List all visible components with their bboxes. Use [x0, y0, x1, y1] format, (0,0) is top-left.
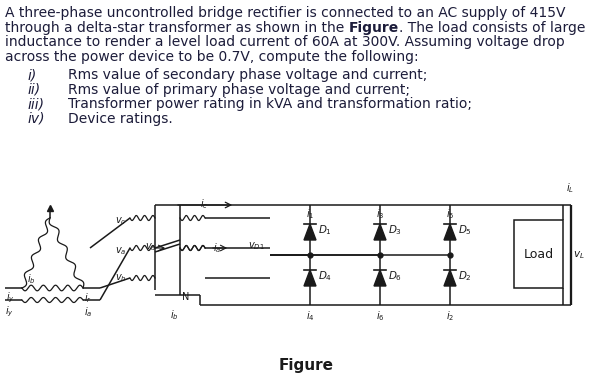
Text: through a delta-star transformer as shown in the: through a delta-star transformer as show…: [5, 21, 349, 34]
Text: $i_b$: $i_b$: [170, 308, 178, 322]
Text: across the power device to be 0.7V, compute the following:: across the power device to be 0.7V, comp…: [5, 49, 419, 64]
Text: $i_L$: $i_L$: [566, 181, 574, 195]
Text: i): i): [28, 68, 37, 82]
Text: $i_3$: $i_3$: [376, 207, 384, 221]
Text: $i_2$: $i_2$: [446, 309, 454, 323]
Text: $v_b$: $v_b$: [115, 272, 127, 284]
Text: Figure: Figure: [349, 21, 399, 34]
Text: $i_a$: $i_a$: [213, 241, 221, 255]
Text: $v_c$: $v_c$: [115, 215, 126, 227]
Text: $D_4$: $D_4$: [318, 269, 332, 283]
Polygon shape: [304, 224, 316, 240]
Polygon shape: [374, 224, 386, 240]
Text: $i_y$: $i_y$: [5, 305, 13, 319]
Text: Rms value of secondary phase voltage and current;: Rms value of secondary phase voltage and…: [68, 68, 427, 82]
Text: $D_6$: $D_6$: [388, 269, 402, 283]
Polygon shape: [444, 270, 456, 286]
Text: Rms value of primary phase voltage and current;: Rms value of primary phase voltage and c…: [68, 83, 410, 96]
Text: $v_{D1}$: $v_{D1}$: [248, 240, 265, 252]
Text: $v_a$: $v_a$: [145, 241, 156, 253]
Text: $D_1$: $D_1$: [318, 223, 332, 237]
Text: $i_y$: $i_y$: [6, 291, 15, 306]
Text: . The load consists of large: . The load consists of large: [399, 21, 585, 34]
Text: iv): iv): [28, 111, 45, 126]
Polygon shape: [444, 224, 456, 240]
Text: iii): iii): [28, 97, 45, 111]
Text: $i_1$: $i_1$: [306, 207, 314, 221]
Text: $i_4$: $i_4$: [306, 309, 314, 323]
Text: Load: Load: [524, 248, 554, 261]
Text: N: N: [182, 292, 189, 302]
Polygon shape: [374, 270, 386, 286]
Polygon shape: [304, 270, 316, 286]
Text: $i_c$: $i_c$: [200, 197, 208, 211]
Text: $D_5$: $D_5$: [458, 223, 472, 237]
Text: $v_L$: $v_L$: [573, 249, 585, 261]
Text: inductance to render a level load current of 60A at 300V. Assuming voltage drop: inductance to render a level load curren…: [5, 35, 565, 49]
Text: $D_3$: $D_3$: [388, 223, 402, 237]
Text: $v_a$: $v_a$: [115, 245, 126, 257]
Text: $i_5$: $i_5$: [446, 207, 454, 221]
Text: $i_r$: $i_r$: [84, 291, 92, 305]
Text: Device ratings.: Device ratings.: [68, 111, 173, 126]
Text: $i_6$: $i_6$: [376, 309, 384, 323]
Text: $i_b$: $i_b$: [27, 272, 36, 286]
Text: Figure: Figure: [278, 358, 333, 373]
Text: Transformer power rating in kVA and transformation ratio;: Transformer power rating in kVA and tran…: [68, 97, 472, 111]
Text: $D_2$: $D_2$: [458, 269, 472, 283]
Text: $i_a$: $i_a$: [84, 305, 93, 319]
Text: A three-phase uncontrolled bridge rectifier is connected to an AC supply of 415V: A three-phase uncontrolled bridge rectif…: [5, 6, 566, 20]
Text: ii): ii): [28, 83, 41, 96]
